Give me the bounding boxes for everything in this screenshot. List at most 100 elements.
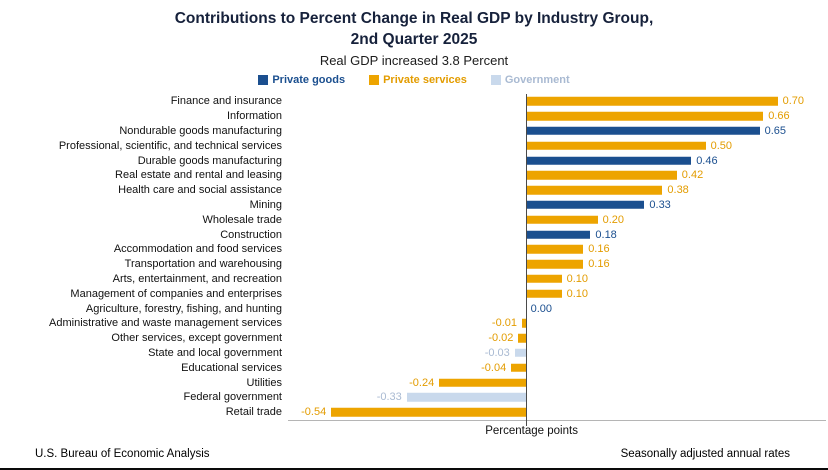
category-label: Information [226, 110, 282, 123]
legend-item: Private services [369, 74, 467, 86]
chart-row: Finance and insurance 0.70 [0, 94, 828, 109]
category-label: Administrative and waste management serv… [49, 317, 282, 330]
chart-row: Health care and social assistance 0.38 [0, 183, 828, 198]
bar [525, 289, 562, 298]
bar [514, 348, 526, 358]
value-label: -0.54 [301, 406, 327, 419]
bar [525, 126, 760, 136]
bar-cell: 0.16 [288, 242, 828, 257]
zero-axis-line [525, 94, 527, 426]
value-label: 0.10 [566, 272, 589, 285]
category-label: Real estate and rental and leasing [115, 169, 282, 182]
chart-title-line1: Contributions to Percent Change in Real … [174, 10, 654, 27]
bar-cell: -0.02 [288, 331, 828, 346]
legend-item: Private goods [258, 74, 345, 86]
chart-row: Construction 0.18 [0, 227, 828, 242]
legend-label: Private goods [272, 74, 346, 86]
plot-rows: Finance and insurance 0.70 Information 0.66… [0, 94, 828, 420]
legend-swatch [258, 75, 269, 85]
value-label: 0.00 [530, 302, 553, 315]
category-label: Durable goods manufacturing [137, 154, 282, 167]
bar [511, 363, 526, 372]
footer-note: Seasonally adjusted annual rates [620, 448, 790, 460]
bar [525, 97, 778, 106]
value-label: 0.65 [764, 124, 787, 137]
bar-chart: Finance and insurance 0.70 Information 0.66… [0, 94, 828, 426]
bar-cell: -0.54 [288, 405, 828, 420]
bar-cell: 0.33 [288, 198, 828, 213]
bar-cell: 0.42 [288, 168, 828, 183]
x-axis-label-row: Percentage points [0, 425, 828, 441]
chart-row: Retail trade -0.54 [0, 405, 828, 420]
chart-row: Other services, except government -0.02 [0, 331, 828, 346]
chart-row: Educational services -0.04 [0, 360, 828, 375]
bar [525, 259, 584, 269]
legend-swatch [369, 75, 380, 85]
bar [525, 215, 598, 225]
bar [518, 333, 526, 343]
value-label: -0.02 [488, 332, 514, 345]
category-label: Retail trade [225, 406, 282, 419]
bar-cell: -0.04 [288, 360, 828, 375]
chart-row: Professional, scientific, and technical … [0, 138, 828, 153]
chart-row: Information 0.66 [0, 109, 828, 124]
bar [406, 393, 526, 402]
category-label: Mining [249, 198, 282, 211]
bar-cell: 0.46 [288, 153, 828, 168]
category-label: Educational services [181, 361, 282, 374]
bar-cell: 0.10 [288, 272, 828, 287]
chart-row: Arts, entertainment, and recreation 0.10 [0, 272, 828, 287]
category-label: Management of companies and enterprises [70, 287, 282, 300]
bar [525, 274, 562, 284]
legend-label: Private services [383, 74, 467, 86]
category-label: Wholesale trade [202, 213, 283, 226]
category-label: Utilities [246, 376, 282, 389]
bar-cell: 0.65 [288, 124, 828, 139]
footer: U.S. Bureau of Economic Analysis Seasona… [35, 448, 790, 460]
bar-cell: 0.20 [288, 212, 828, 227]
category-label: State and local government [148, 346, 282, 359]
legend-label: Government [504, 74, 570, 86]
value-label: 0.18 [595, 228, 617, 241]
bar-cell: 0.10 [288, 286, 828, 301]
category-label: Health care and social assistance [118, 184, 282, 197]
category-label: Nondurable goods manufacturing [119, 124, 282, 137]
chart-row: Agriculture, forestry, fishing, and hunt… [0, 301, 828, 316]
bar-cell: -0.01 [288, 316, 828, 331]
category-label: Transportation and warehousing [124, 258, 282, 271]
value-label: 0.42 [681, 169, 704, 182]
bar [525, 245, 584, 254]
bar [525, 171, 677, 180]
chart-row: Accommodation and food services 0.16 [0, 242, 828, 257]
value-label: -0.01 [491, 317, 517, 330]
value-label: 0.50 [710, 139, 733, 152]
value-label: 0.70 [782, 95, 805, 108]
value-label: 0.46 [696, 154, 718, 167]
bar-cell: 0.16 [288, 257, 828, 272]
category-label: Professional, scientific, and technical … [58, 139, 282, 152]
bar-cell: 0.38 [288, 183, 828, 198]
x-axis-line [288, 420, 826, 421]
chart-row: Management of companies and enterprises 0… [0, 286, 828, 301]
chart-row: Administrative and waste management serv… [0, 316, 828, 331]
bar-cell: 0.18 [288, 227, 828, 242]
bar [522, 319, 526, 328]
value-label: 0.38 [667, 184, 689, 197]
chart-row: Mining 0.33 [0, 198, 828, 213]
bar [525, 200, 645, 210]
bar [439, 378, 526, 387]
bar-cell: 0.00 [288, 301, 828, 316]
chart-row: Real estate and rental and leasing 0.42 [0, 168, 828, 183]
chart-subtitle: Real GDP increased 3.8 Percent [319, 53, 509, 68]
bar [525, 111, 764, 121]
value-label: 0.10 [566, 287, 589, 300]
bar [525, 141, 706, 151]
category-label: Agriculture, forestry, fishing, and hunt… [85, 302, 282, 315]
value-label: -0.04 [481, 361, 507, 374]
legend-swatch [490, 75, 501, 85]
bar-cell: 0.70 [288, 94, 828, 109]
category-label: Finance and insurance [170, 95, 282, 108]
chart-row: Transportation and warehousing 0.16 [0, 257, 828, 272]
chart-title-line2: 2nd Quarter 2025 [350, 31, 478, 48]
